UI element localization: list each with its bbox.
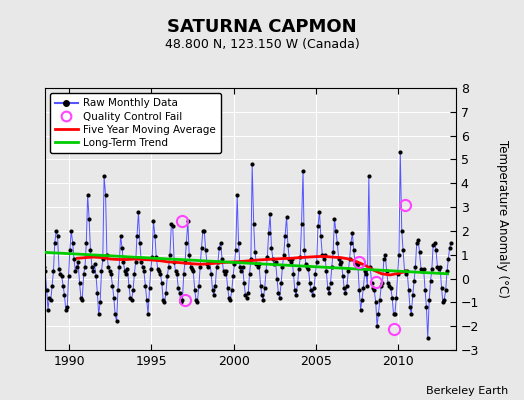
Text: Berkeley Earth: Berkeley Earth xyxy=(426,386,508,396)
Text: SATURNA CAPMON: SATURNA CAPMON xyxy=(167,18,357,36)
Legend: Raw Monthly Data, Quality Control Fail, Five Year Moving Average, Long-Term Tren: Raw Monthly Data, Quality Control Fail, … xyxy=(50,93,221,153)
Y-axis label: Temperature Anomaly (°C): Temperature Anomaly (°C) xyxy=(496,140,509,298)
Text: 48.800 N, 123.150 W (Canada): 48.800 N, 123.150 W (Canada) xyxy=(165,38,359,51)
